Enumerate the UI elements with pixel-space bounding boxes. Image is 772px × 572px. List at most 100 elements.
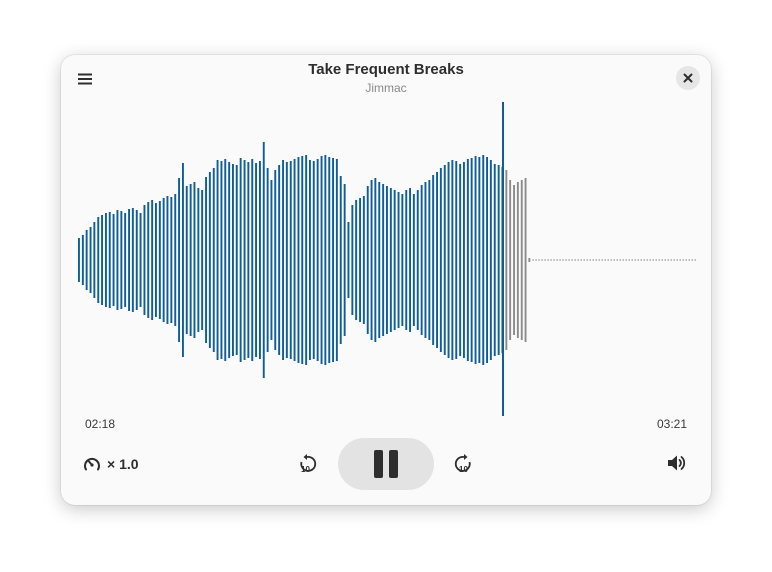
waveform-bar: [424, 182, 427, 338]
waveform-bar: [416, 190, 419, 330]
waveform-bar: [412, 194, 415, 326]
waveform-tail-dot: [664, 259, 666, 261]
waveform-bar: [285, 162, 288, 358]
waveform-bar: [78, 238, 80, 282]
waveform-bar: [386, 186, 388, 334]
waveform-tail-dot: [640, 259, 642, 261]
waveform-bar: [262, 142, 265, 378]
waveform-bar: [509, 180, 512, 340]
gauge-icon: [84, 457, 100, 471]
waveform-bar: [201, 190, 204, 330]
waveform-bar: [282, 160, 284, 360]
waveform-bar: [85, 230, 88, 290]
waveform-bar: [505, 170, 508, 350]
waveform-bar: [497, 165, 500, 355]
menu-button[interactable]: [73, 67, 97, 91]
waveform-bar: [474, 156, 477, 364]
waveform-tail-dot: [646, 259, 648, 261]
volume-button[interactable]: [667, 454, 689, 474]
waveform-bar: [89, 227, 92, 293]
waveform-tail-dot: [550, 259, 552, 261]
waveform-tail-dot: [571, 259, 573, 261]
waveform-bar: [516, 182, 519, 338]
waveform-bar: [366, 186, 369, 334]
waveform-bar: [116, 210, 119, 310]
waveform-tail-dot: [547, 259, 549, 261]
waveform-bar: [297, 157, 300, 363]
waveform-bar: [309, 160, 311, 360]
waveform-tail-dot: [649, 259, 651, 261]
waveform-tail-dot: [565, 259, 567, 261]
waveform-bar: [439, 168, 442, 352]
waveform-tail-dot: [562, 259, 564, 261]
waveform-bar: [278, 165, 281, 355]
menu-icon: [78, 73, 92, 85]
waveform-bar: [232, 164, 234, 356]
waveform-bar: [170, 197, 173, 323]
skip-back-button[interactable]: 10: [297, 453, 319, 475]
waveform-tail-dot: [580, 259, 582, 261]
waveform-bar: [378, 182, 381, 338]
waveform-tail-dot: [694, 259, 696, 261]
waveform-bar: [339, 176, 342, 344]
waveform-bar: [255, 163, 257, 357]
skip-forward-10-icon: 10: [454, 454, 471, 474]
waveform-tail-dot: [676, 259, 678, 261]
waveform-bar: [478, 157, 481, 363]
waveform-bar: [436, 172, 438, 348]
waveform-tail-dot: [628, 259, 630, 261]
waveform-bar: [220, 161, 223, 359]
playhead[interactable]: [502, 102, 504, 416]
waveform-bar: [162, 198, 165, 322]
waveform-tail-dot: [631, 259, 633, 261]
waveform-bar: [428, 180, 431, 340]
waveform-tail-dot: [568, 259, 570, 261]
waveform-tail-dot: [643, 259, 645, 261]
skip-forward-button[interactable]: 10: [452, 453, 474, 475]
volume-icon: [668, 455, 686, 471]
waveform-bar: [274, 170, 277, 350]
waveform-bar: [185, 186, 188, 334]
elapsed-time: 02:18: [85, 417, 116, 431]
waveform-tail-dot: [604, 259, 606, 261]
waveform-tail-dot: [655, 259, 657, 261]
waveform-bar: [370, 180, 373, 340]
waveform[interactable]: [61, 95, 711, 425]
waveform-bar: [443, 165, 446, 355]
waveform-bar: [409, 188, 411, 332]
waveform-tail-dot: [541, 259, 543, 261]
waveform-tail-dot: [535, 259, 537, 261]
waveform-tail-dot: [538, 259, 540, 261]
playback-speed-button[interactable]: × 1.0: [83, 453, 139, 475]
waveform-bar: [332, 158, 334, 362]
waveform-tail-dot: [589, 259, 591, 261]
waveform-bar: [289, 161, 292, 359]
waveform-bar: [97, 217, 100, 303]
close-button[interactable]: [676, 66, 700, 90]
waveform-tail-dot: [682, 259, 684, 261]
waveform-tail-dot: [610, 259, 612, 261]
pause-button[interactable]: [338, 438, 434, 490]
waveform-bar: [459, 164, 462, 356]
waveform-bar: [305, 155, 308, 365]
waveform-tail-dot: [556, 259, 558, 261]
waveform-bar: [235, 165, 238, 355]
waveform-bar: [463, 162, 465, 358]
waveform-bar: [351, 205, 354, 315]
waveform-bar: [208, 172, 211, 348]
waveform-bar: [139, 213, 142, 307]
waveform-bar: [105, 213, 107, 307]
waveform-bar: [316, 159, 319, 361]
waveform-tail-dot: [661, 259, 663, 261]
waveform-bar: [335, 159, 338, 361]
waveform-bar: [108, 212, 111, 308]
waveform-bar: [158, 201, 161, 319]
waveform-bar: [166, 196, 169, 324]
waveform-bar: [128, 209, 130, 311]
waveform-bar: [155, 203, 157, 317]
waveform-bar: [420, 185, 423, 335]
waveform-tail-dot: [574, 259, 576, 261]
waveform-bar: [147, 202, 150, 318]
waveform-bar: [293, 159, 296, 361]
waveform-tail-dot: [691, 259, 693, 261]
